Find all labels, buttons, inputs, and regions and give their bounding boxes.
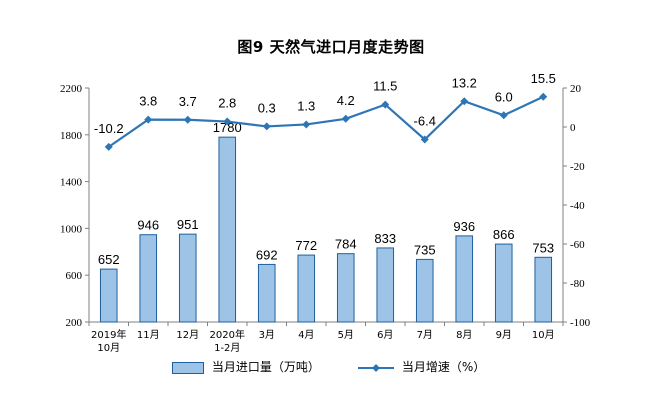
- bar: [218, 136, 237, 323]
- legend-bar: 当月进口量（万吨）: [172, 358, 320, 375]
- growth-marker: [183, 115, 192, 124]
- bar-value-label: 946: [137, 218, 159, 233]
- bar: [99, 268, 118, 323]
- legend-bar-label: 当月进口量（万吨）: [211, 360, 320, 374]
- growth-value-label: 15.5: [531, 71, 556, 86]
- bar: [297, 254, 316, 323]
- bar: [139, 234, 158, 323]
- y-right-tick-label: -60: [570, 239, 585, 251]
- growth-value-label: 2.8: [218, 96, 236, 111]
- bar: [336, 253, 355, 323]
- bar: [376, 247, 395, 323]
- y-left-tick-label: 1800: [60, 130, 83, 142]
- growth-value-label: 13.2: [452, 75, 477, 90]
- y-right-tick-label: -100: [570, 317, 591, 329]
- growth-value-label: 6.0: [495, 89, 513, 104]
- growth-value-label: 11.5: [373, 79, 397, 94]
- legend-bar-swatch: [172, 361, 204, 374]
- x-tick-label: 9月: [496, 329, 512, 341]
- growth-marker: [499, 111, 508, 120]
- growth-marker: [460, 97, 469, 106]
- growth-value-label: 3.8: [139, 94, 157, 109]
- x-tick-label: 6月: [377, 329, 393, 341]
- x-tick-label: 7月: [417, 329, 433, 341]
- bar-value-label: 772: [295, 238, 317, 253]
- x-tick-label: 2020年: [210, 328, 245, 341]
- x-tick-label: 4月: [298, 329, 314, 341]
- y-left-tick-label: 200: [66, 317, 83, 329]
- growth-value-label: 0.3: [258, 100, 276, 115]
- growth-value-label: 4.2: [337, 93, 355, 108]
- growth-marker: [104, 142, 113, 151]
- x-tick-label: 1-2月: [214, 342, 240, 354]
- growth-marker: [223, 117, 232, 126]
- legend-line: 当月增速（%）: [358, 358, 485, 375]
- x-tick-label: 12月: [176, 329, 199, 341]
- bar-value-label: 936: [453, 219, 475, 234]
- bar: [494, 243, 513, 323]
- x-tick-label: 10月: [532, 329, 555, 341]
- growth-marker: [262, 122, 271, 131]
- growth-marker: [420, 135, 429, 144]
- y-right-tick-label: -20: [570, 161, 585, 173]
- y-right-tick-label: 20: [570, 83, 582, 95]
- growth-value-label: -10.2: [94, 121, 124, 136]
- bar-value-label: 753: [532, 240, 554, 255]
- growth-value-label: -6.4: [414, 113, 436, 128]
- x-tick-label: 2019年: [91, 328, 126, 341]
- growth-marker: [381, 100, 390, 109]
- y-left-tick-label: 1000: [60, 223, 83, 235]
- bar-value-label: 1780: [213, 120, 242, 135]
- growth-marker: [539, 92, 548, 101]
- x-tick-label: 10月: [97, 342, 120, 354]
- chart-title: 图9 天然气进口月度走势图: [237, 38, 425, 56]
- bar-value-label: 866: [493, 227, 515, 242]
- bar-value-label: 692: [256, 247, 278, 262]
- growth-value-label: 3.7: [179, 94, 197, 109]
- bar: [178, 233, 197, 323]
- y-right-tick-label: -40: [570, 200, 585, 212]
- x-tick-label: 3月: [259, 329, 275, 341]
- growth-marker: [144, 115, 153, 124]
- bar-value-label: 784: [335, 237, 357, 252]
- bar-value-label: 735: [414, 242, 436, 257]
- growth-marker: [341, 114, 350, 123]
- bar-value-label: 833: [374, 231, 396, 246]
- y-right-tick-label: 0: [570, 122, 576, 134]
- y-left-tick-label: 2200: [60, 83, 83, 95]
- x-tick-label: 11月: [137, 329, 160, 341]
- y-left-tick-label: 600: [66, 270, 83, 282]
- bar-value-label: 652: [98, 252, 120, 267]
- legend-line-label: 当月增速（%）: [401, 360, 486, 374]
- growth-value-label: 1.3: [297, 98, 315, 113]
- growth-marker: [302, 120, 311, 129]
- y-right-tick-label: -80: [570, 278, 585, 290]
- bar: [534, 256, 553, 323]
- bar: [257, 263, 276, 323]
- bar: [415, 258, 434, 323]
- y-left-tick-label: 1400: [60, 177, 83, 189]
- legend-line-swatch: [358, 363, 394, 372]
- bar-value-label: 951: [177, 217, 199, 232]
- bar: [455, 235, 474, 323]
- growth-line: [108, 95, 544, 148]
- x-tick-label: 5月: [338, 329, 354, 341]
- x-tick-label: 8月: [456, 329, 472, 341]
